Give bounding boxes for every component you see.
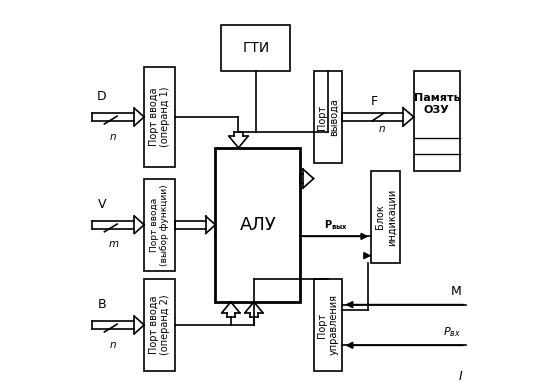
Text: Порт ввода
(операнд 1): Порт ввода (операнд 1)	[148, 87, 170, 147]
Text: Блок
индикации: Блок индикации	[375, 189, 397, 246]
Text: F: F	[371, 95, 378, 108]
Text: Порт ввода
(операнд 2): Порт ввода (операнд 2)	[148, 294, 170, 355]
Text: $P_{вх}$: $P_{вх}$	[443, 326, 461, 340]
Bar	[371, 171, 401, 263]
Bar	[144, 178, 175, 271]
Text: I: I	[458, 370, 462, 383]
Text: Порт
вывода: Порт вывода	[317, 98, 339, 136]
Text: n: n	[379, 124, 385, 133]
Text: B: B	[98, 298, 106, 312]
Bar	[144, 67, 175, 167]
Text: Память
ОЗУ: Память ОЗУ	[413, 93, 460, 114]
Text: $\mathbf{P}_{\mathbf{вых}}$: $\mathbf{P}_{\mathbf{вых}}$	[324, 218, 348, 232]
Text: Порт ввода
(выбор функции): Порт ввода (выбор функции)	[150, 184, 169, 266]
Bar	[314, 71, 342, 163]
Bar	[221, 24, 290, 71]
Text: n: n	[110, 132, 116, 142]
Bar	[314, 279, 342, 371]
Text: M: M	[451, 285, 461, 298]
Bar	[216, 148, 300, 302]
Text: Порт
управления: Порт управления	[317, 294, 339, 355]
Text: m: m	[108, 239, 119, 249]
Bar	[414, 71, 460, 171]
Text: n: n	[110, 340, 116, 350]
Text: V: V	[98, 198, 106, 211]
Text: ГТИ: ГТИ	[242, 41, 269, 55]
Text: D: D	[97, 90, 106, 104]
Bar	[144, 279, 175, 371]
Text: АЛУ: АЛУ	[239, 216, 276, 234]
